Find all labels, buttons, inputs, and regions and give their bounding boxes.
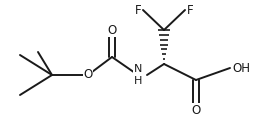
Text: OH: OH: [232, 62, 250, 75]
Text: N
H: N H: [134, 64, 142, 86]
Text: O: O: [191, 104, 201, 116]
Text: F: F: [134, 3, 141, 17]
Text: O: O: [107, 23, 117, 36]
Text: F: F: [187, 3, 194, 17]
Text: O: O: [83, 68, 93, 82]
